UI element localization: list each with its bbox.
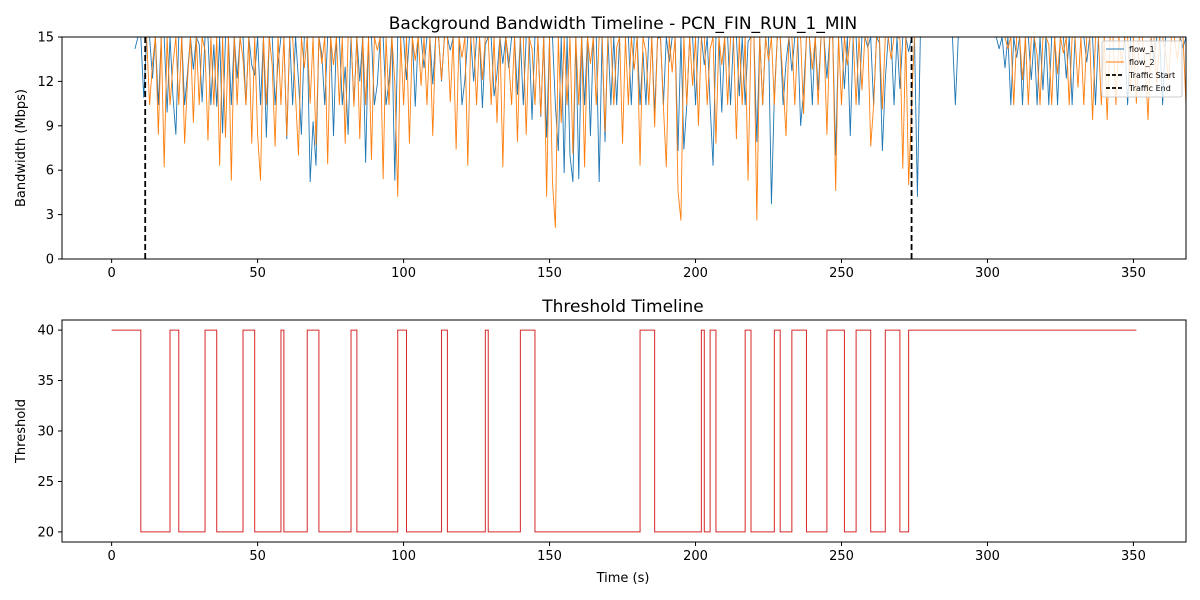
legend-label-traffic-start: Traffic Start — [1128, 71, 1175, 80]
bandwidth-chart-title: Background Bandwidth Timeline - PCN_FIN_… — [389, 14, 858, 34]
bandwidth-x-tick-label: 200 — [683, 266, 708, 281]
threshold-x-tick-label: 100 — [391, 549, 416, 564]
bandwidth-y-tick-label: 0 — [46, 253, 54, 268]
legend-frame — [1101, 40, 1183, 98]
bandwidth-y-ticks: 0 3 6 9 12 15 — [37, 31, 62, 268]
threshold-chart: Threshold Timeline 0 50 100 150 200 250 300 350… — [14, 297, 1187, 586]
bandwidth-x-tick-label: 50 — [249, 266, 266, 281]
bandwidth-x-tick-label: 150 — [537, 266, 562, 281]
threshold-plot-area — [111, 329, 1137, 533]
threshold-y-tick-label: 40 — [37, 324, 54, 339]
threshold-y-tick-label: 25 — [37, 475, 54, 490]
bandwidth-x-tick-label: 250 — [829, 266, 854, 281]
bandwidth-x-ticks: 0 50 100 150 200 250 300 350 — [107, 259, 1146, 281]
series-line-flow-2 — [146, 37, 1186, 228]
bandwidth-y-tick-label: 6 — [46, 164, 54, 179]
bandwidth-y-tick-label: 15 — [37, 31, 54, 46]
threshold-y-tick-label: 30 — [37, 425, 54, 440]
bandwidth-x-tick-label: 100 — [391, 266, 416, 281]
bandwidth-y-tick-label: 9 — [46, 119, 54, 134]
legend-label-flow-1: flow_1 — [1129, 45, 1155, 54]
threshold-series-line — [111, 329, 1137, 533]
threshold-x-axis-label: Time (s) — [596, 571, 650, 586]
threshold-y-tick-label: 20 — [37, 525, 54, 540]
threshold-chart-title: Threshold Timeline — [541, 297, 703, 317]
bandwidth-y-axis-label: Bandwidth (Mbps) — [14, 89, 29, 207]
bandwidth-y-tick-label: 3 — [46, 208, 54, 223]
series-line-flow-1 — [134, 37, 1186, 205]
bandwidth-legend: flow_1 flow_2 Traffic Start Traffic End — [1101, 40, 1183, 98]
threshold-y-tick-label: 35 — [37, 374, 54, 389]
threshold-x-tick-label: 300 — [975, 549, 1000, 564]
threshold-x-tick-label: 200 — [683, 549, 708, 564]
threshold-x-tick-label: 50 — [249, 549, 266, 564]
threshold-x-ticks: 0 50 100 150 200 250 300 350 — [107, 542, 1146, 564]
legend-label-traffic-end: Traffic End — [1128, 84, 1171, 93]
bandwidth-plot-frame — [61, 36, 1187, 260]
bandwidth-plot-area — [134, 37, 1186, 259]
threshold-x-tick-label: 150 — [537, 549, 562, 564]
threshold-y-axis-label: Threshold — [14, 399, 29, 464]
threshold-y-ticks: 20 25 30 35 40 — [37, 324, 62, 540]
bandwidth-y-tick-label: 12 — [37, 75, 54, 90]
bandwidth-chart: Background Bandwidth Timeline - PCN_FIN_… — [14, 14, 1187, 281]
threshold-x-tick-label: 350 — [1121, 549, 1146, 564]
bandwidth-x-tick-label: 350 — [1121, 266, 1146, 281]
bandwidth-x-tick-label: 0 — [107, 266, 115, 281]
threshold-x-tick-label: 250 — [829, 549, 854, 564]
threshold-x-tick-label: 0 — [107, 549, 115, 564]
legend-label-flow-2: flow_2 — [1129, 58, 1155, 67]
bandwidth-x-tick-label: 300 — [975, 266, 1000, 281]
